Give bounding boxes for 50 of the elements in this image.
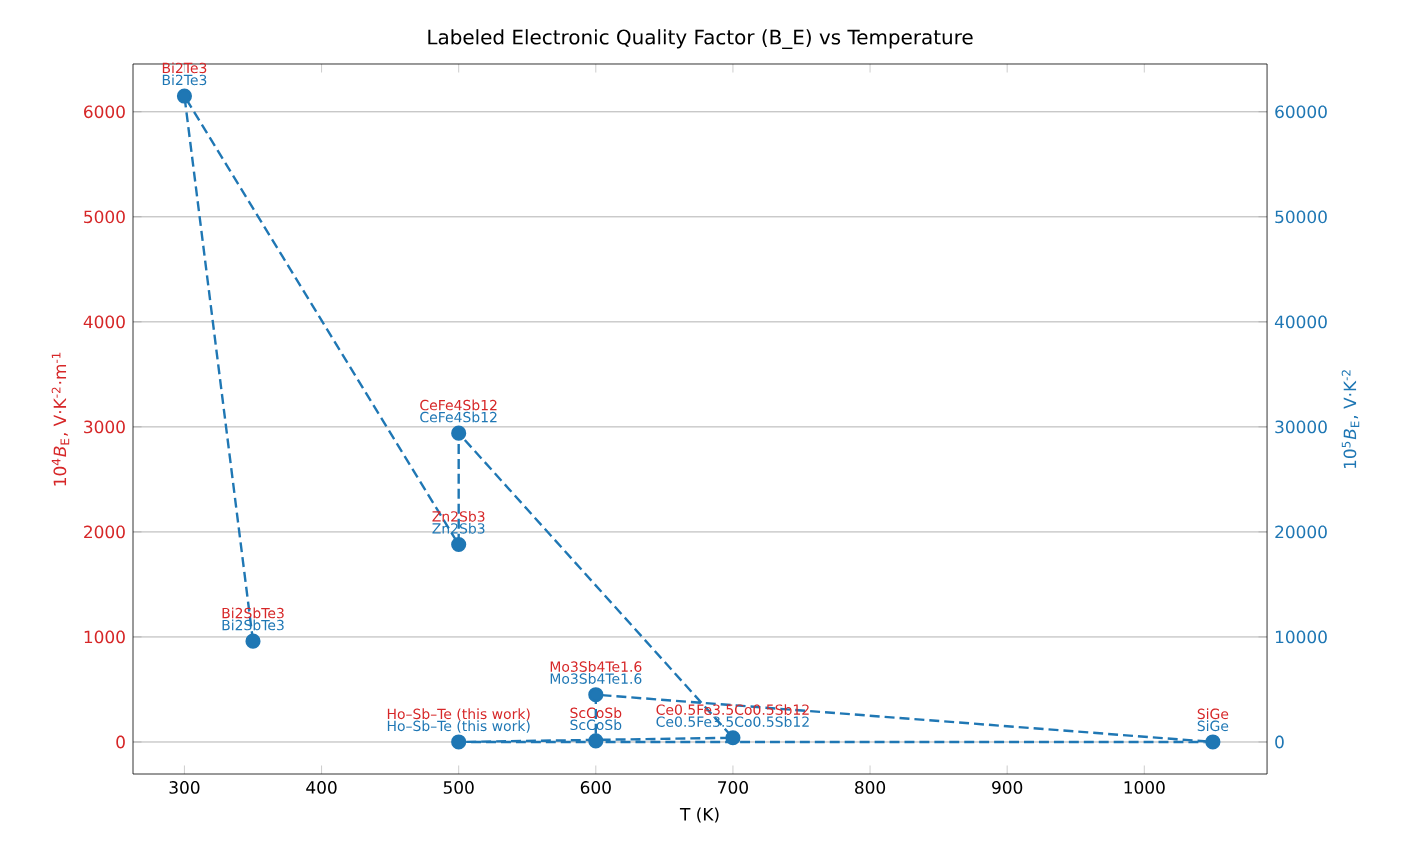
y-tick-label: 5000 — [84, 210, 125, 224]
y2-tick-label: 40000 — [1274, 315, 1327, 329]
y2-tick-label: 10000 — [1275, 630, 1327, 644]
annotation: Mo3Sb4Te1.6 — [550, 673, 642, 684]
y2-tick-label: 20000 — [1275, 525, 1327, 539]
annotation: Zn2Sb3 — [432, 522, 485, 534]
annotation: Ho–Sb–Te (this work) — [387, 720, 530, 733]
y-tick-label: 2000 — [84, 525, 125, 539]
point — [588, 733, 604, 749]
point — [245, 633, 261, 649]
x-tick-label: 700 — [718, 781, 748, 794]
y2-tick-label: 0 — [1275, 735, 1284, 749]
y-tick-label: 4000 — [83, 315, 125, 329]
annotation: Bi2Te3 — [162, 62, 207, 74]
point — [588, 687, 604, 703]
annotation: SiGe — [1197, 720, 1229, 732]
y-tick-label: 6000 — [84, 105, 125, 119]
x-tick-label: 600 — [580, 781, 611, 794]
x-tick-label: 800 — [855, 781, 886, 794]
annotation: Bi2Te3 — [162, 74, 207, 86]
annotation: ScCoSb — [570, 719, 622, 731]
y-tick-label: 3000 — [84, 420, 125, 434]
point — [451, 734, 467, 750]
annotation: CeFe4Sb12 — [420, 411, 497, 423]
annotation: SiGe — [1197, 708, 1229, 720]
annotation: CeFe4Sb12 — [420, 399, 497, 411]
annotation: Bi2SbTe3 — [222, 619, 284, 631]
point — [451, 425, 467, 441]
point — [725, 730, 741, 746]
y2-tick-label: 30000 — [1275, 420, 1327, 434]
y2-tick-label: 60000 — [1275, 105, 1327, 119]
annotation: Ho–Sb–Te (this work) — [387, 708, 530, 721]
x-axis-title: T (K) — [679, 807, 719, 823]
x-tick-label: 500 — [443, 781, 474, 794]
y-tick-label: 1000 — [84, 630, 125, 644]
y2-axis-title: 10$^{5}$B$_{E}$, V·K$^{-2}$ — [1341, 370, 1360, 469]
x-tick-label: 300 — [169, 781, 200, 794]
x-tick-label: 1000 — [1124, 781, 1165, 794]
x-tick-label: 900 — [992, 781, 1023, 794]
annotation: Mo3Sb4Te1.6 — [550, 661, 642, 672]
point — [451, 536, 467, 553]
x-tick-label: 400 — [306, 781, 337, 794]
y-axis-title: 10$^{4}$B$_{E}$, V·K$^{-2}$·m$^{-1}$ — [51, 352, 70, 486]
chart-title: Labeled Electronic Quality Factor (B_E) vs Temperature — [428, 29, 973, 49]
y-tick-label: 0 — [116, 735, 125, 749]
y2-tick-label: 50000 — [1275, 210, 1327, 224]
annotation: Bi2SbTe3 — [222, 607, 284, 619]
point — [1205, 734, 1221, 750]
annotation: Zn2Sb3 — [432, 510, 485, 522]
point — [176, 88, 193, 104]
